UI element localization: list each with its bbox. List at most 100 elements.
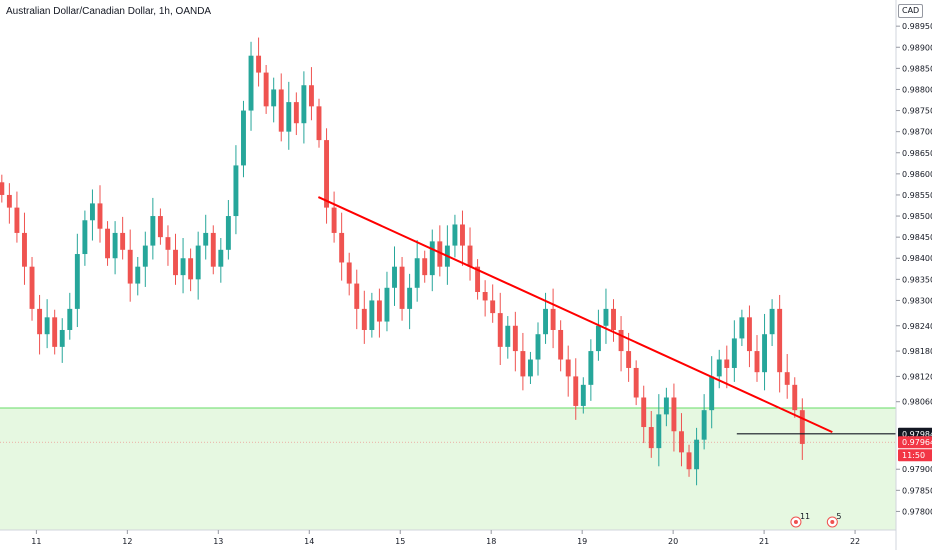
chart-title: Australian Dollar/Canadian Dollar, 1h, O… (6, 6, 212, 17)
candle-body (308, 85, 314, 107)
candle-body (142, 245, 148, 267)
candle-body (89, 203, 95, 221)
candle-body (180, 258, 186, 276)
y-tick-label: 0.98650 (902, 149, 932, 158)
x-axis[interactable]: 11 12 13 14 15 18 19 20 21 22 (0, 529, 896, 546)
event-flag-dot (793, 520, 798, 524)
y-axis[interactable]: 0.98950 0.98900 0.98850 0.98800 0.98750 0.987… (895, 0, 932, 550)
y-tick-label: 0.98240 (902, 322, 932, 331)
candle-body (384, 287, 390, 322)
currency-badge[interactable]: CAD (898, 4, 924, 18)
candle-body (165, 237, 171, 250)
candle-body (792, 384, 798, 411)
candle-body (331, 207, 337, 233)
y-tick-label: 0.98500 (902, 212, 932, 221)
candle-body (112, 232, 118, 259)
candle-body (535, 334, 541, 360)
x-tick-label: 14 (304, 537, 314, 546)
candle-body (399, 266, 405, 309)
y-tick-label: 0.98850 (902, 64, 932, 73)
candle-body (512, 325, 518, 352)
y-tick-label: 0.98800 (902, 85, 932, 94)
x-tick-label: 22 (850, 537, 860, 546)
candle-body (74, 254, 80, 309)
candle-body (210, 232, 216, 267)
candle-body (588, 351, 594, 385)
candle-body (241, 110, 246, 166)
candle-body (135, 266, 141, 284)
candle-body (59, 329, 65, 347)
trendline[interactable] (317, 196, 833, 434)
candle-body (746, 317, 752, 352)
candle-body (354, 283, 360, 309)
candle-body (679, 431, 684, 453)
candle-body (467, 245, 473, 267)
candle-body (0, 182, 5, 195)
candle-body (739, 317, 745, 339)
y-tick-label: 0.98450 (902, 233, 932, 242)
price-tag-last-price-label: 0.97964 (902, 438, 932, 447)
candle-body (550, 308, 556, 330)
candle-body (225, 216, 231, 250)
candle-body (460, 224, 465, 246)
candle-body (429, 241, 435, 276)
support-zone (0, 408, 896, 530)
candle-body (686, 452, 692, 470)
candle-body (482, 292, 488, 301)
candle-body (256, 55, 262, 73)
candle-body (618, 329, 624, 352)
y-tick-label: 0.98400 (902, 254, 932, 263)
candle-body (558, 329, 564, 360)
candle-body (573, 376, 579, 406)
x-tick-label: 13 (213, 537, 223, 546)
candle-body (709, 376, 715, 411)
candle-body (293, 102, 299, 124)
candle-body (263, 72, 269, 107)
candle-body (67, 308, 73, 330)
candle-body (565, 359, 571, 377)
candle-body (392, 266, 397, 288)
candle-body (407, 287, 413, 309)
candle-body (218, 249, 224, 267)
candle-body (52, 317, 58, 347)
candle-body (29, 266, 35, 309)
candle-body (301, 85, 307, 124)
y-tick-label: 0.98950 (902, 22, 932, 31)
candle-body (641, 397, 647, 428)
candle-body (369, 300, 375, 330)
candle-body (663, 397, 669, 415)
candle-body (248, 55, 254, 111)
candle-body (6, 194, 12, 208)
candle-body (452, 224, 458, 246)
y-tick-label: 0.98900 (902, 43, 932, 52)
candle-body (97, 203, 103, 229)
x-tick-label: 19 (577, 537, 587, 546)
candle-body (724, 359, 730, 368)
candle-body (777, 308, 783, 373)
y-tick-label: 0.98750 (902, 107, 932, 116)
candle-body (671, 397, 677, 432)
candle-body (580, 384, 586, 406)
candle-body (157, 216, 163, 238)
candle-body (188, 258, 194, 280)
x-tick-label: 12 (122, 537, 132, 546)
price-tag-countdown (898, 449, 932, 462)
x-tick-label: 15 (395, 537, 405, 546)
candle-body (527, 359, 533, 377)
candle-body (784, 372, 790, 385)
candle-body (754, 351, 760, 373)
candle-body (105, 228, 110, 259)
candle-body (414, 258, 420, 288)
price-tag-countdown-label: 11:50 (902, 451, 925, 460)
candle-body (633, 367, 639, 398)
candle-body (127, 249, 133, 284)
price-tag-last-price (898, 436, 932, 449)
y-tick-label: 0.98060 (902, 398, 932, 407)
candle-body (656, 414, 662, 449)
candle-body (324, 140, 329, 208)
candle-body (520, 351, 526, 377)
candle-body (286, 102, 292, 132)
candle-body (195, 245, 201, 280)
